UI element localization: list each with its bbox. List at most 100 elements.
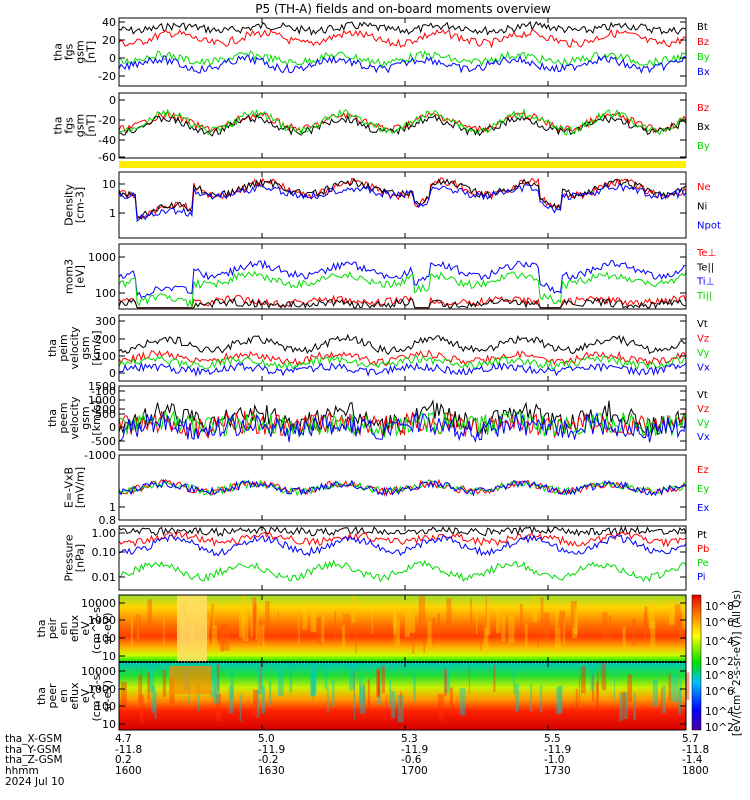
peer-band <box>556 686 561 715</box>
peir-band <box>644 606 648 634</box>
colorbar-tick-label: 10^2 <box>705 722 734 734</box>
exb-series-ex <box>118 479 687 497</box>
exb-legend-ey: Ey <box>697 484 709 495</box>
fgs-top-series-by <box>118 50 687 68</box>
x-tick-value-z: -1.4 <box>682 754 703 766</box>
y-tick-label: -200 <box>91 403 116 416</box>
peir-ylabel: tha <box>35 619 48 637</box>
density-frame <box>118 171 687 239</box>
colorbar-label: [eV/(cm^2-s-sr-eV)] (All Qs) <box>731 590 743 736</box>
peim-series-vx <box>118 361 687 377</box>
peir-band <box>559 610 565 638</box>
peer-band <box>662 686 666 714</box>
peer-band <box>601 662 607 691</box>
peer-frame <box>118 661 687 731</box>
x-tick-value-hhmm: 1730 <box>544 765 571 777</box>
peir-band <box>163 618 165 646</box>
x-tick-value-z: -0.6 <box>401 754 422 766</box>
x-tick-value-hhmm: 1600 <box>115 765 142 777</box>
peir-band <box>220 624 224 652</box>
peir-band <box>211 603 215 631</box>
peir-band <box>555 600 558 628</box>
colorbar-tick-label: 10^6 <box>705 686 734 698</box>
temp-series-ti <box>118 259 687 299</box>
y-tick-label: 500 <box>95 408 116 421</box>
peir-band <box>395 619 400 646</box>
peir-band <box>342 625 345 653</box>
peir-band <box>681 601 687 629</box>
y-tick-label: 10 <box>102 718 116 731</box>
peim-series-vz <box>118 349 687 367</box>
x-tick-value-x: 4.7 <box>115 733 132 745</box>
exb-panel: 10.8 E=-VxB[mV/m] Ez Ey Ex <box>63 454 709 527</box>
peir-band <box>211 625 218 653</box>
peir-hot-region <box>177 595 207 662</box>
fgs-top-ylabel: tha <box>52 43 65 61</box>
y-tick-label: 200 <box>95 333 116 346</box>
fgs-top-frame <box>118 17 687 87</box>
peir-band <box>496 606 501 634</box>
peer-band <box>154 692 157 720</box>
peem-ylabel: tha <box>46 409 59 427</box>
peir-band <box>352 595 355 623</box>
y-tick-label: -20 <box>98 70 116 83</box>
peir-band <box>242 614 249 642</box>
x-tick-value-z: 0.2 <box>115 754 132 766</box>
peir-band <box>418 597 420 625</box>
peir-band <box>321 616 325 643</box>
peir-band <box>650 621 656 649</box>
peer-band <box>378 668 381 696</box>
peir-band <box>668 598 675 625</box>
temp-panel: 1000 100 mom3[eV] Te⊥ Te|| Ti⊥ Ti|| <box>63 243 716 310</box>
peem-ylabel: velocity <box>68 396 81 439</box>
peer-band <box>540 685 543 713</box>
peer-band <box>253 689 258 717</box>
fgs-top-ylabel: fgs <box>63 43 76 60</box>
peir-band <box>419 595 426 622</box>
peir-band <box>259 619 263 647</box>
y-tick-label: 1 <box>109 207 116 220</box>
peir-band <box>254 602 257 629</box>
peir-panel: 10000 1000 100 10 thapeirenefluxeV(cm^2-s-sr… <box>35 594 687 663</box>
peer-band <box>660 687 663 715</box>
y-tick-label: 0.10 <box>92 546 117 559</box>
peer-band <box>678 687 682 715</box>
colorbar-tick-label: 10^8 <box>705 670 734 682</box>
density-series-npot <box>118 183 687 222</box>
peir-band <box>225 624 230 651</box>
peer-band <box>261 686 266 714</box>
peer-band <box>633 693 636 721</box>
peir-ylabel: eV <box>79 621 92 636</box>
peim-panel: 3002001000-100-200thapeimvelocitygsm[km/… <box>46 314 710 416</box>
peir-band <box>432 617 435 645</box>
peir-band <box>562 617 566 644</box>
peer-band <box>591 674 595 702</box>
peir-band <box>137 612 139 640</box>
pressure-panel: 1.00 0.10 0.01 Pressure[nPa] Pt Pb Pe Pi <box>63 525 709 591</box>
x-tick-value-y: -11.8 <box>115 744 142 756</box>
peem-legend-vt: Vt <box>697 390 708 401</box>
peer-band <box>468 666 470 694</box>
peir-band <box>404 610 410 638</box>
peer-band <box>228 686 234 714</box>
peir-band <box>476 607 478 635</box>
peir-band <box>543 612 550 640</box>
peer-ylabel: (cm^2-s- <box>90 671 103 722</box>
y-tick-label: -1000 <box>84 449 116 462</box>
temp-series-ti <box>118 270 687 308</box>
peer-band <box>413 673 416 702</box>
pressure-series-pe <box>118 558 687 583</box>
peir-band <box>252 597 256 624</box>
y-tick-label: 100 <box>95 632 116 645</box>
fgs-low-ylabel: gsm <box>74 114 87 137</box>
fgs-top-ylabel: [nT] <box>85 41 98 63</box>
fgs-top-series-bt <box>118 20 687 37</box>
temp-ylabel: [eV] <box>74 265 87 288</box>
peer-band <box>327 686 329 714</box>
temp-legend-ti: Ti|| <box>696 291 712 302</box>
peir-spectrogram <box>119 595 686 662</box>
peem-series-vx <box>118 411 687 444</box>
peer-band <box>363 683 365 711</box>
y-tick-label: 1000 <box>88 683 116 696</box>
y-tick-label: 1.00 <box>92 527 117 540</box>
